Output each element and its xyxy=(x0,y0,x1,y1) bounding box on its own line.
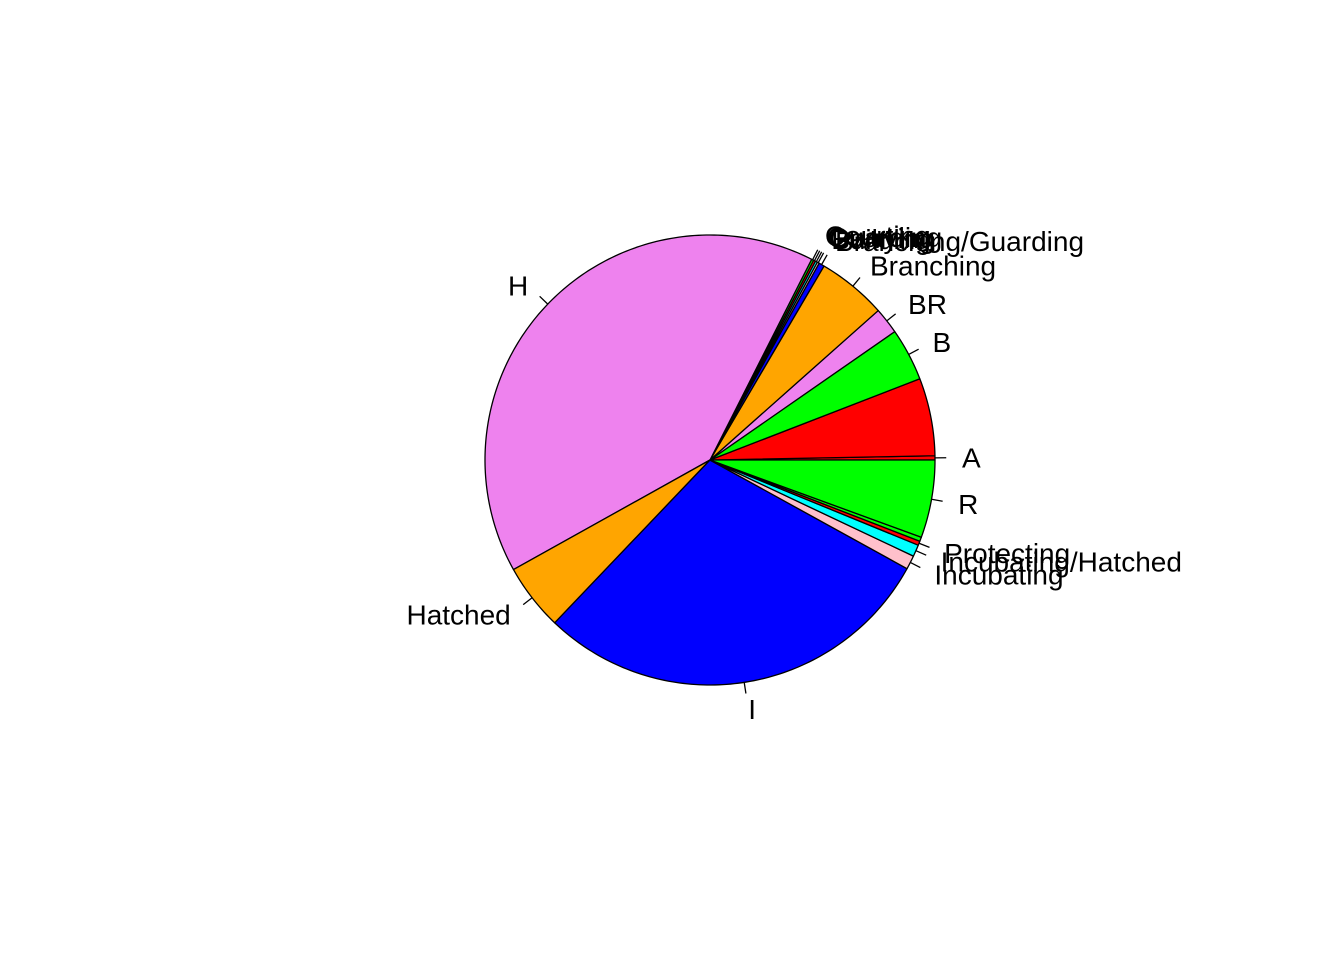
pie-slice xyxy=(709,378,936,461)
pie-label-tick xyxy=(539,295,549,305)
pie-slice-label: Branching xyxy=(870,250,996,281)
pie-label-tick xyxy=(886,313,897,322)
pie-label-tick xyxy=(910,561,921,569)
pie-slice-label: A xyxy=(962,443,981,474)
pie-slice-label: Incubating xyxy=(934,560,1063,591)
pie-label-tick xyxy=(931,498,943,502)
pie-label-tick xyxy=(908,348,919,356)
pie-label-tick xyxy=(522,597,533,606)
pie-slice-label: R xyxy=(958,489,978,520)
pie-slice xyxy=(484,234,813,571)
pie-slice xyxy=(709,459,936,538)
pie-label-ticks xyxy=(522,249,947,694)
pie-slice-label: Guarding xyxy=(827,222,942,253)
pie-label-tick xyxy=(812,249,819,261)
pie-slice-label: Incubating/Hatched xyxy=(941,547,1182,578)
pie-slice-label: B xyxy=(933,327,952,358)
pie-slice-label: Branching/Guarding xyxy=(835,226,1084,257)
pie-label-tick xyxy=(817,252,825,264)
pie-slice xyxy=(709,309,896,461)
pie-labels: A B BR BranchingBranching/GuardingBuildingC… xyxy=(406,221,1181,725)
pie-slice-label: Courting xyxy=(825,221,931,252)
pie-label-tick xyxy=(813,250,821,262)
pie-slice xyxy=(554,459,908,686)
pie-slice-label: Hatched xyxy=(406,599,510,630)
pie-label-tick xyxy=(815,251,823,263)
pie-slice-label: H xyxy=(508,270,528,301)
pie-label-tick xyxy=(852,277,861,287)
pie-slice-label: BR xyxy=(908,289,947,320)
pie-label-tick xyxy=(915,550,927,556)
pie-slices xyxy=(484,234,936,686)
pie-label-tick xyxy=(821,254,828,265)
pie-slice-label: Protecting xyxy=(944,538,1070,569)
pie-slice-label: I xyxy=(748,694,756,725)
pie-slice-label: Building xyxy=(831,224,931,255)
pie-slice-label: Carrying xyxy=(829,223,935,254)
pie-label-tick xyxy=(743,682,747,694)
pie-label-tick xyxy=(918,542,930,548)
